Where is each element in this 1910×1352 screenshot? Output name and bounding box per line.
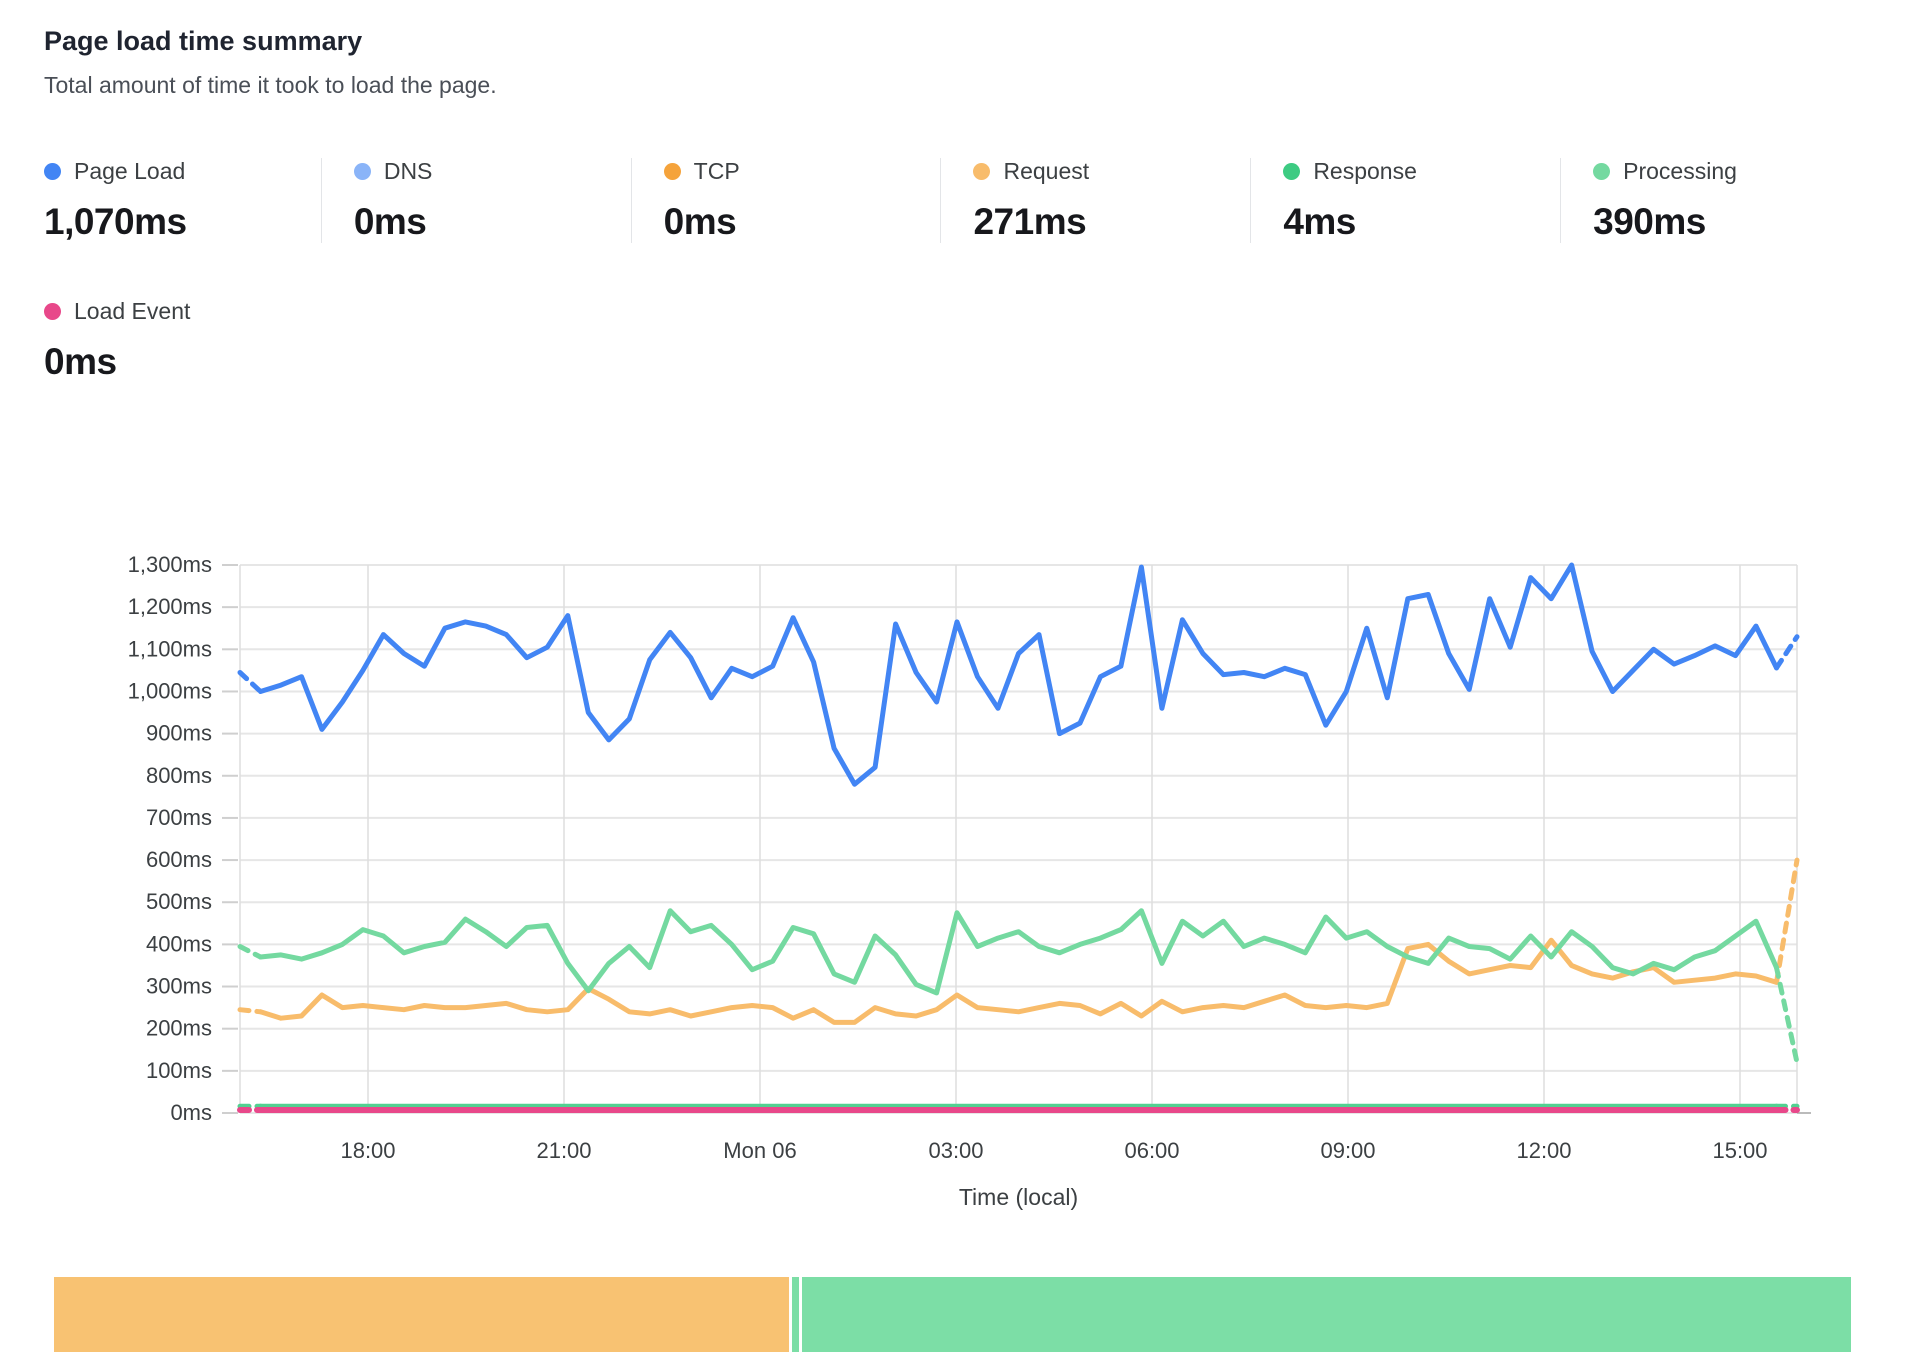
metric-dns: DNS 0ms (320, 158, 631, 243)
metric-label: Page Load (74, 158, 186, 184)
legend-dot-icon (353, 163, 371, 180)
y-tick-label: 1,000ms (128, 678, 212, 703)
x-tick-label: 18:00 (340, 1138, 395, 1163)
legend-dot-icon (1593, 163, 1611, 180)
legend-dot-icon (44, 163, 61, 180)
legend-dot-icon (44, 303, 61, 320)
y-tick-label: 300ms (146, 974, 212, 999)
metric-tcp: TCP 0ms (630, 158, 941, 243)
x-tick-label: 06:00 (1124, 1138, 1179, 1163)
metric-page-load: Page Load 1,070ms (44, 158, 321, 243)
chart-svg[interactable]: 0ms 100ms 200ms 300ms 400ms 500ms 600ms 700ms 80… (0, 430, 1910, 1220)
x-tick-label: Mon 06 (723, 1138, 796, 1163)
legend-dot-icon (1283, 163, 1301, 180)
metrics-row-2: Load Event 0ms (44, 298, 1870, 383)
y-tick-label: 400ms (146, 931, 212, 956)
x-tick-label: 12:00 (1516, 1138, 1571, 1163)
metric-value: 0ms (663, 201, 737, 242)
y-tick-label: 600ms (146, 847, 212, 872)
metric-value: 271ms (973, 201, 1087, 242)
x-tick-label: 09:00 (1320, 1138, 1375, 1163)
series-request-dashed (1774, 857, 1800, 985)
series-page-load-dashed (1774, 634, 1800, 671)
y-tick-label: 800ms (146, 763, 212, 788)
legend-dot-icon (973, 163, 991, 180)
bar-segment-processing-phase (802, 1277, 1852, 1352)
series-page-load-dashed (237, 670, 263, 694)
metrics-row-1: Page Load 1,070ms DNS 0ms TCP 0ms Request 271ms… (44, 158, 1870, 243)
timeline-stacked-bar (54, 1277, 1856, 1352)
y-tick-label: 1,100ms (128, 636, 212, 661)
load-time-line-chart[interactable]: 0ms 100ms 200ms 300ms 400ms 500ms 600ms 700ms 80… (0, 430, 1910, 1220)
metric-label: Response (1313, 158, 1417, 184)
series-page-load (258, 562, 1779, 787)
legend-dot-icon (663, 163, 681, 180)
metric-label: TCP (693, 158, 740, 184)
y-tick-label: 100ms (146, 1058, 212, 1083)
y-tick-label: 500ms (146, 889, 212, 914)
metric-value: 390ms (1593, 201, 1706, 242)
metric-value: 0ms (353, 201, 427, 242)
metric-request: Request 271ms (940, 158, 1250, 243)
x-axis-title: Time (local) (959, 1184, 1078, 1210)
metric-value: 4ms (1283, 201, 1356, 242)
series-request (258, 937, 1779, 1025)
page-title: Page load time summary (44, 26, 363, 56)
series-request-dashed (237, 1007, 263, 1015)
series-processing (258, 908, 1779, 996)
page-subtitle: Total amount of time it took to load the… (44, 72, 497, 98)
bar-gap (799, 1277, 803, 1352)
metric-label: Load Event (74, 298, 191, 324)
metric-response: Response 4ms (1250, 158, 1560, 243)
y-tick-label: 1,200ms (128, 594, 212, 619)
metric-processing: Processing 390ms (1560, 158, 1870, 243)
bar-segment-response-sliver (792, 1277, 800, 1352)
y-tick-label: 1,300ms (128, 552, 212, 577)
bar-segment-tcp-request-phase (54, 1277, 790, 1352)
y-tick-label: 700ms (146, 805, 212, 830)
metric-load-event: Load Event 0ms (44, 298, 344, 383)
y-tick-label: 200ms (146, 1016, 212, 1041)
metric-label: Request (1003, 158, 1090, 184)
series-processing-dashed (237, 944, 263, 960)
x-tick-label: 15:00 (1712, 1138, 1767, 1163)
metric-label: DNS (383, 158, 433, 184)
series-processing-dashed (1774, 965, 1800, 1065)
metric-label: Processing (1623, 158, 1737, 184)
x-tick-label: 21:00 (536, 1138, 591, 1163)
metric-value: 1,070ms (44, 201, 187, 242)
y-tick-label: 0ms (170, 1100, 212, 1125)
x-tick-label: 03:00 (928, 1138, 983, 1163)
bar-gap (789, 1277, 793, 1352)
metric-value: 0ms (44, 341, 117, 382)
y-tick-label: 900ms (146, 721, 212, 746)
